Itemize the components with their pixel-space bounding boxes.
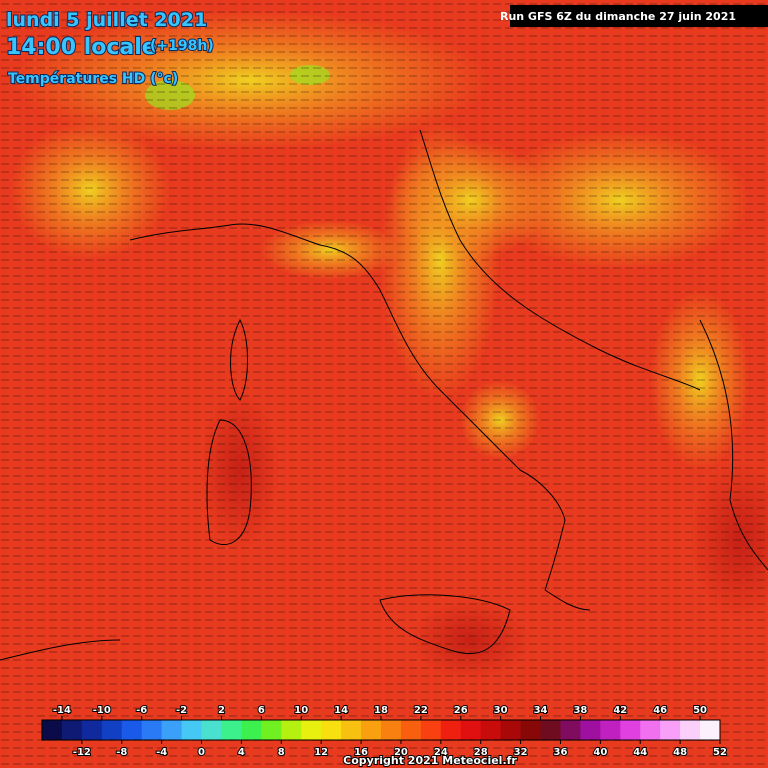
legend-label: -12 bbox=[73, 747, 91, 758]
legend-label: -4 bbox=[156, 747, 167, 758]
legend-swatch bbox=[241, 720, 262, 740]
legend-label: 4 bbox=[238, 747, 245, 758]
legend-label: 0 bbox=[198, 747, 205, 758]
legend-swatch bbox=[181, 720, 203, 740]
legend-swatch bbox=[61, 720, 83, 740]
legend-swatch bbox=[281, 720, 302, 740]
legend-label: 14 bbox=[334, 705, 348, 716]
legend-label: 26 bbox=[454, 705, 468, 716]
field-name: Températures HD (°c) bbox=[8, 71, 178, 87]
legend-swatch bbox=[321, 720, 342, 740]
map-date: lundi 5 juillet 2021 bbox=[6, 9, 207, 31]
legend-swatch bbox=[420, 720, 442, 740]
legend-swatch bbox=[121, 720, 143, 740]
legend-swatch bbox=[660, 720, 681, 740]
legend-swatch bbox=[560, 720, 581, 740]
legend-swatch bbox=[201, 720, 222, 740]
map-time: 14:00 locale bbox=[6, 35, 157, 60]
legend-swatch bbox=[101, 720, 123, 740]
legend-label: 10 bbox=[294, 705, 308, 716]
legend-swatch bbox=[161, 720, 183, 740]
legend-label: 16 bbox=[354, 747, 368, 758]
legend-label: 6 bbox=[258, 705, 265, 716]
legend-label: 12 bbox=[314, 747, 328, 758]
legend-swatch bbox=[400, 720, 422, 740]
legend-label: 46 bbox=[653, 705, 667, 716]
legend-swatch bbox=[700, 720, 721, 740]
legend-label: -2 bbox=[176, 705, 187, 716]
legend-label: -6 bbox=[136, 705, 147, 716]
legend-swatch bbox=[680, 720, 701, 740]
legend-label: 44 bbox=[633, 747, 647, 758]
copyright: Copyright 2021 Meteociel.fr bbox=[343, 754, 517, 767]
legend-swatch bbox=[141, 720, 163, 740]
legend: -14 -10 -6 -2 2 6 10 14 18 22 26 30 34 38 42 46 50-12 -8-… bbox=[41, 704, 728, 759]
legend-swatch bbox=[361, 720, 382, 740]
legend-label: 42 bbox=[613, 705, 627, 716]
run-banner bbox=[510, 5, 768, 27]
legend-label: 50 bbox=[693, 705, 707, 716]
legend-swatch bbox=[480, 720, 502, 740]
legend-label: 36 bbox=[554, 747, 568, 758]
legend-label: -14 bbox=[53, 705, 71, 716]
legend-swatch bbox=[640, 720, 661, 740]
legend-label: 20 bbox=[394, 747, 408, 758]
legend-label: 32 bbox=[514, 747, 528, 758]
legend-swatch bbox=[600, 720, 621, 740]
legend-label: 18 bbox=[374, 705, 388, 716]
run-info: Run GFS 6Z du dimanche 27 juin 2021 bbox=[500, 10, 736, 23]
legend-label: 40 bbox=[593, 747, 607, 758]
legend-swatch bbox=[42, 720, 63, 740]
legend-label: 38 bbox=[573, 705, 587, 716]
legend-label: -8 bbox=[116, 747, 127, 758]
legend-label: 48 bbox=[673, 747, 687, 758]
legend-swatch bbox=[440, 720, 462, 740]
legend-swatch bbox=[301, 720, 322, 740]
legend-label: 34 bbox=[534, 705, 548, 716]
legend-swatch bbox=[500, 720, 522, 740]
legend-label: 24 bbox=[434, 747, 448, 758]
legend-swatch bbox=[261, 720, 282, 740]
legend-label: 8 bbox=[278, 747, 285, 758]
legend-swatch bbox=[580, 720, 601, 740]
legend-swatch bbox=[221, 720, 242, 740]
legend-swatch bbox=[460, 720, 482, 740]
legend-label: 2 bbox=[218, 705, 225, 716]
legend-swatch bbox=[520, 720, 542, 740]
legend-label: 28 bbox=[474, 747, 488, 758]
legend-label: 22 bbox=[414, 705, 428, 716]
legend-swatch bbox=[620, 720, 641, 740]
legend-label: 52 bbox=[713, 747, 727, 758]
legend-label: 30 bbox=[494, 705, 508, 716]
legend-label: -10 bbox=[93, 705, 111, 716]
legend-swatch bbox=[81, 720, 103, 740]
coastlines bbox=[0, 129, 768, 661]
legend-swatch bbox=[540, 720, 561, 740]
lead-time: (+198h) bbox=[150, 38, 214, 54]
legend-swatch bbox=[381, 720, 402, 740]
legend-swatch bbox=[341, 720, 362, 740]
